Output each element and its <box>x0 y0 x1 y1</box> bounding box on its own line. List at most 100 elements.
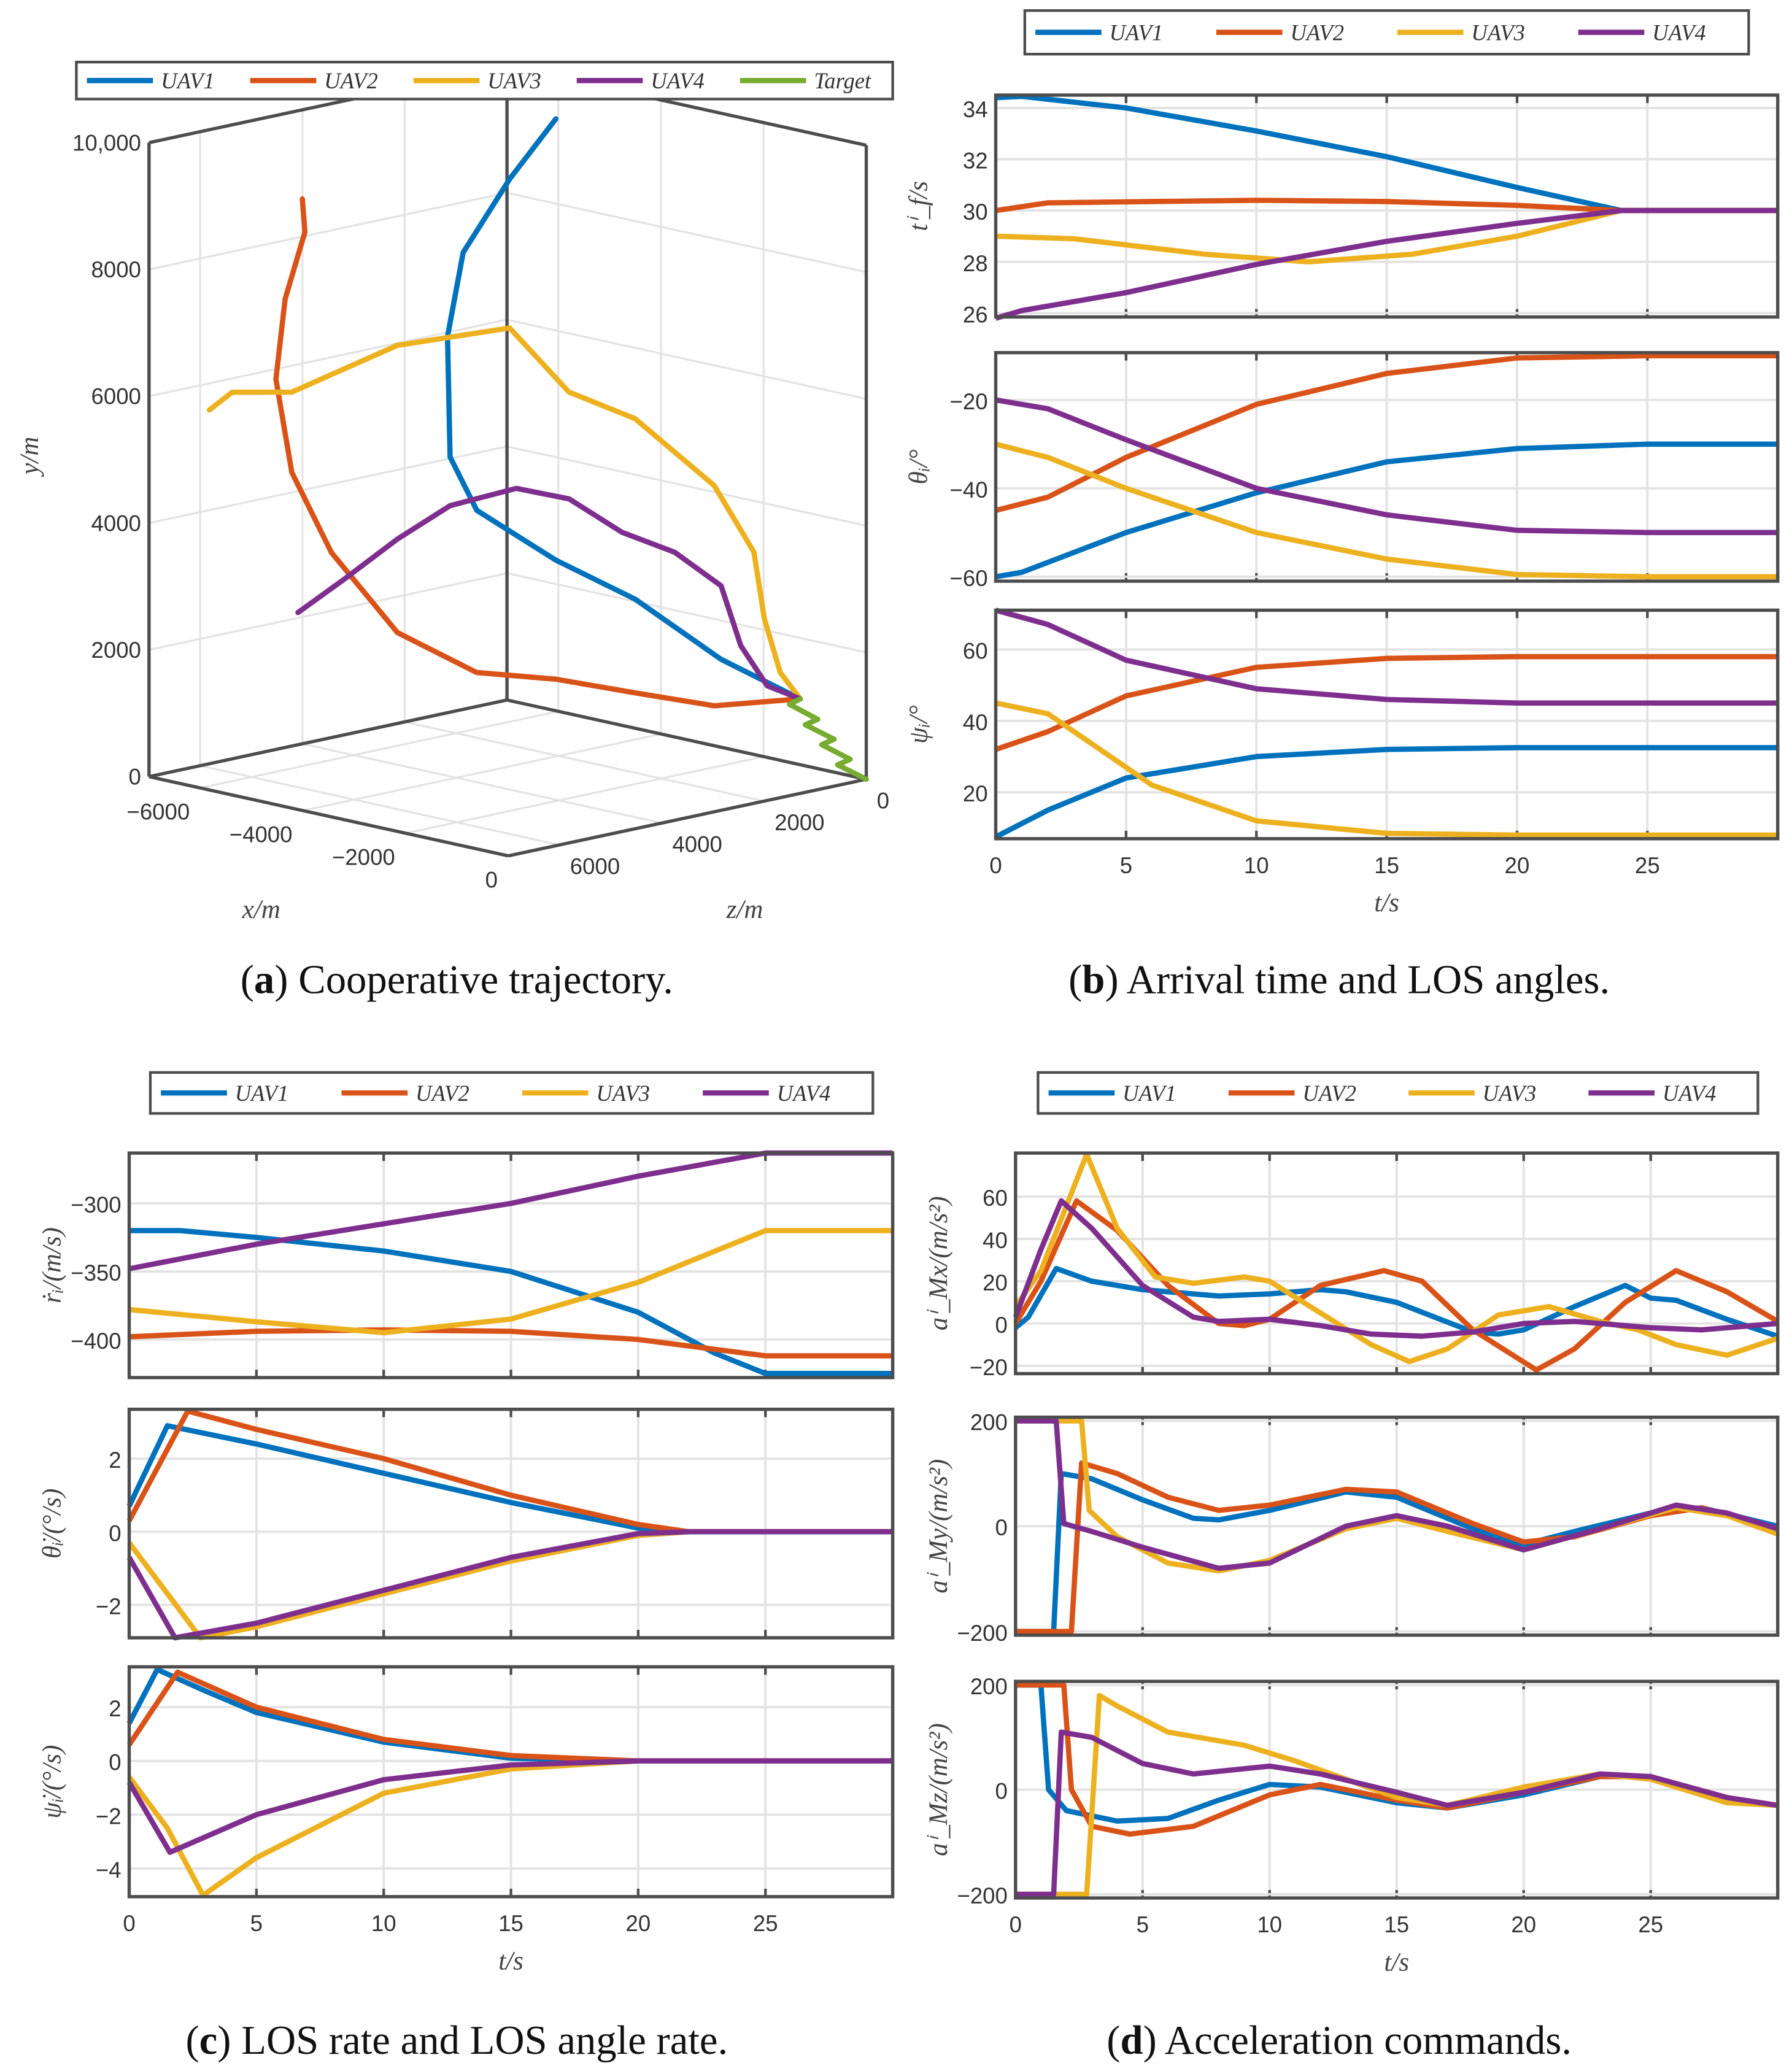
x-tick-label: −2000 <box>332 845 395 870</box>
x-axis-label: x/m <box>242 895 280 924</box>
legend-label: UAV1 <box>161 68 215 93</box>
x-tick-label: 20 <box>1511 1912 1536 1937</box>
series-line-uav1 <box>444 116 803 702</box>
y-tick-label: −200 <box>957 1621 1007 1646</box>
grid-line <box>506 318 867 400</box>
caption-paren-close: ) <box>1105 958 1118 1003</box>
y-tick-label: 20 <box>983 1270 1008 1295</box>
subplot-d1: −20 0 20 40 60 aⁱ_Mx/(m/s²) <box>924 1151 1780 1380</box>
y-tick-label: 2 <box>109 1696 121 1721</box>
x-tick-label: 0 <box>123 1911 135 1936</box>
series-line-uav4 <box>1015 1729 1778 1897</box>
y-tick-label: 60 <box>983 1186 1008 1211</box>
y-tick-label: 32 <box>963 148 988 174</box>
x-tick-label: 0 <box>989 853 1002 878</box>
y-tick-label: 0 <box>995 1779 1008 1804</box>
y-tick-label: 0 <box>129 765 141 790</box>
caption-label: a <box>254 958 274 1003</box>
x-tick-label: 5 <box>1120 853 1132 878</box>
series-line-uav2 <box>995 654 1778 752</box>
series-line-uav4 <box>995 207 1778 321</box>
legend-label: UAV4 <box>777 1081 831 1106</box>
y-tick-label: −2 <box>96 1594 122 1619</box>
y-tick-label: −20 <box>970 1355 1008 1380</box>
z-tick-label: 2000 <box>774 810 824 835</box>
x-tick-label: 10 <box>371 1911 396 1936</box>
legend-label: UAV3 <box>596 1081 650 1106</box>
x-tick-label: 25 <box>1638 1912 1663 1937</box>
caption-paren-open: ( <box>185 2018 199 2063</box>
y-tick-label: −4 <box>96 1857 122 1883</box>
legend-label: UAV1 <box>1122 1081 1176 1106</box>
legend-label: UAV4 <box>1663 1081 1717 1106</box>
x-tick-label: 0 <box>485 867 498 892</box>
y-tick-label: 10,000 <box>72 130 141 155</box>
x-axis-label: t/s <box>498 1946 523 1975</box>
caption-paren-open: ( <box>1106 2018 1120 2063</box>
y-tick-label: 0 <box>109 1521 121 1546</box>
legend-label: UAV3 <box>1483 1081 1537 1106</box>
series-line-uav1 <box>994 745 1778 839</box>
legend-label: UAV4 <box>651 68 705 93</box>
y-tick-label: 30 <box>963 199 988 225</box>
x-tick-label: 20 <box>1505 853 1530 878</box>
y-axis-label: aⁱ_My/(m/s²) <box>924 1459 953 1594</box>
grid-line <box>149 445 508 524</box>
x-tick-label: 5 <box>1137 1912 1149 1937</box>
series-line-uav3 <box>129 1228 893 1336</box>
axes-frame <box>1014 1680 1780 1900</box>
axes-frame <box>127 1151 895 1379</box>
caption-label: c <box>199 2018 218 2063</box>
y-axis-label: ψ̇ᵢ/(°/s) <box>38 1745 67 1819</box>
z-tick-label: 6000 <box>570 854 620 879</box>
x-tick-label: 25 <box>1635 853 1660 878</box>
subplot-a: 0 2000 4000 6000 8000 10,000 −6000 −4000 −2000 0 0… <box>15 64 889 924</box>
series-line-uav1 <box>1014 1265 1779 1339</box>
y-tick-label: −60 <box>950 566 988 591</box>
caption-text: LOS rate and LOS angle rate. <box>231 2018 728 2063</box>
z-tick-label: 4000 <box>672 832 722 857</box>
legend-label: Target <box>814 68 871 93</box>
axis-frame-edge <box>149 774 509 858</box>
x-tick-label: 20 <box>626 1911 651 1936</box>
y-tick-label: 0 <box>109 1750 121 1775</box>
y-axis-label: ψᵢ/° <box>905 705 933 744</box>
x-tick-label: 0 <box>1010 1912 1022 1937</box>
caption-label: b <box>1082 958 1105 1003</box>
caption-d: (d) Acceleration commands. <box>1106 2018 1572 2063</box>
grid-line <box>506 445 867 527</box>
axes-frame <box>1014 1151 1780 1376</box>
series-line-uav2 <box>129 1327 893 1359</box>
y-tick-label: 6000 <box>91 384 141 409</box>
y-axis-label: y/m <box>15 437 44 477</box>
legend-d: UAV1 UAV2 UAV3 UAV4 <box>1037 1071 1759 1115</box>
axes-frame <box>127 1665 895 1899</box>
series-line-uav1 <box>995 93 1778 214</box>
legend-label: UAV3 <box>1471 20 1525 45</box>
y-tick-label: −350 <box>71 1260 121 1286</box>
caption-text: Arrival time and LOS angles. <box>1119 958 1610 1003</box>
x-tick-label: 15 <box>1374 853 1399 878</box>
grid-line <box>404 720 765 803</box>
caption-text: Acceleration commands. <box>1157 2018 1572 2063</box>
series-line-uav4 <box>126 1529 893 1641</box>
axis-frame-edge <box>149 698 508 779</box>
caption-paren-close: ) <box>274 958 288 1003</box>
legend-b: UAV1 UAV2 UAV3 UAV4 <box>1023 9 1750 56</box>
y-tick-label: −20 <box>950 389 988 414</box>
y-tick-label: −40 <box>950 477 988 503</box>
caption-a: (a) Cooperative trajectory. <box>241 958 673 1003</box>
subplot-b1: 26 28 30 32 34 tⁱ_f/s <box>905 93 1780 327</box>
grid-line <box>149 191 508 271</box>
grid-line <box>506 191 867 273</box>
caption-paren-close: ) <box>1143 2018 1157 2063</box>
caption-text: Cooperative trajectory. <box>288 958 673 1003</box>
y-tick-label: 8000 <box>91 257 141 282</box>
axes-frame <box>1014 1415 1780 1637</box>
series-line-uav3 <box>206 325 803 702</box>
legend-label: UAV2 <box>415 1081 469 1106</box>
series-line-uav1 <box>995 441 1778 580</box>
axis-frame-edge <box>508 777 867 858</box>
